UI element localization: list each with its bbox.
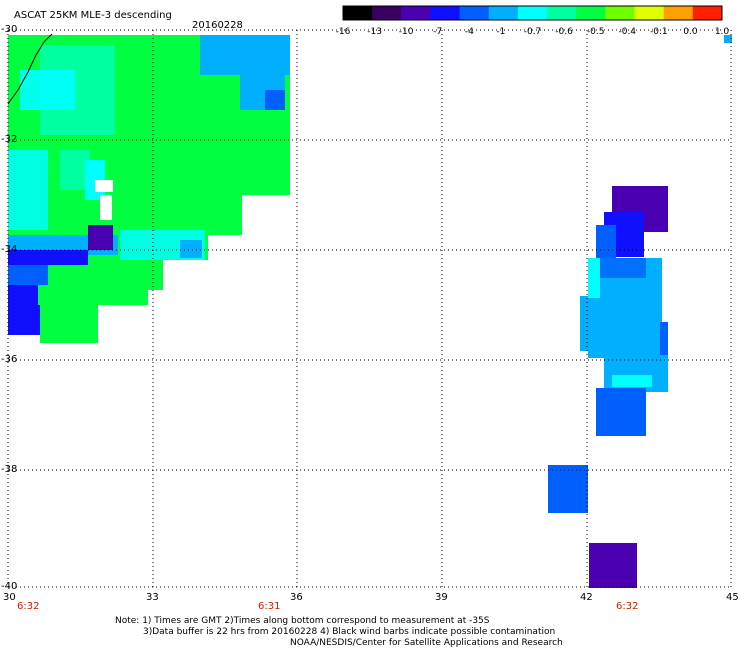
time-label: 6:31 [258, 601, 281, 612]
y-tick-label: -40 [1, 581, 18, 592]
data-patch [8, 250, 88, 265]
data-patch [589, 543, 637, 588]
data-patch [612, 375, 652, 387]
x-tick-label: 45 [726, 592, 739, 603]
colorbar-tick-label: -10 [398, 27, 414, 37]
x-tick-label: 36 [290, 592, 303, 603]
colorbar-tick-label: -7 [433, 27, 443, 37]
time-label: 6:32 [17, 601, 40, 612]
colorbar-tick-label: 1.0 [714, 27, 730, 37]
colorbar [342, 5, 723, 21]
colorbar-cell [459, 6, 490, 20]
colorbar-tick-label: 0.0 [683, 27, 698, 37]
colorbar-cell [343, 6, 373, 20]
data-patch [8, 285, 38, 305]
y-tick-label: -34 [1, 244, 18, 255]
data-patch [724, 35, 732, 43]
data-patch [548, 465, 588, 513]
colorbar-cell [547, 6, 577, 20]
colorbar-cell [401, 6, 431, 20]
data-patch [40, 300, 98, 343]
note-line-1: Note: 1) Times are GMT 2)Times along bot… [115, 616, 490, 626]
colorbar-cell [488, 6, 519, 20]
x-tick-label: 33 [146, 592, 159, 603]
grid-lines [7, 29, 732, 588]
colorbar-cell [430, 6, 461, 20]
data-patch [8, 150, 48, 230]
data-patch [8, 305, 40, 335]
colorbar-cell [605, 6, 636, 20]
data-patch [596, 258, 646, 278]
data-patch [596, 388, 646, 436]
date-title: 20160228 [192, 20, 243, 31]
x-tick-label: 30 [3, 592, 16, 603]
data-patch [100, 195, 112, 220]
ascat-swath-data [7, 33, 732, 588]
colorbar-tick-label: -1 [496, 27, 506, 37]
data-patch [20, 70, 75, 110]
data-patch [180, 240, 202, 258]
y-tick-label: -38 [1, 464, 18, 475]
colorbar-tick-label: -13 [367, 27, 382, 37]
colorbar-tick-label: -0.4 [618, 27, 637, 37]
product-title: ASCAT 25KM MLE-3 descending [14, 10, 172, 21]
note-line-3: NOAA/NESDIS/Center for Satellite Applica… [290, 638, 563, 648]
data-patch [8, 265, 48, 285]
colorbar-tick-label: -0.6 [555, 27, 573, 37]
x-tick-label: 39 [435, 592, 448, 603]
coastline [7, 33, 53, 105]
data-patch [95, 180, 113, 192]
data-patch [596, 225, 616, 260]
note-line-2: 3)Data buffer is 22 hrs from 20160228 4)… [143, 627, 556, 637]
data-patch [265, 90, 285, 110]
colorbar-tick-label: -4 [464, 27, 474, 37]
data-patch [588, 258, 600, 298]
colorbar-cell [372, 6, 402, 20]
colorbar-border [342, 5, 723, 21]
colorbar-cell [692, 6, 723, 20]
data-patch [580, 296, 590, 351]
y-tick-label: -32 [1, 134, 18, 145]
y-tick-label: -30 [1, 24, 18, 35]
colorbar-tick-label: -16 [335, 27, 351, 37]
colorbar-cell [517, 6, 548, 20]
data-patch [88, 225, 113, 250]
colorbar-cell [576, 6, 606, 20]
colorbar-cell [663, 6, 694, 20]
x-tick-label: 42 [580, 592, 593, 603]
colorbar-cell [634, 6, 665, 20]
colorbar-tick-label: -0.5 [586, 27, 605, 37]
time-label: 6:32 [616, 601, 639, 612]
colorbar-tick-label: -0.1 [650, 27, 668, 37]
colorbar-tick-label: -0.7 [523, 27, 542, 37]
y-tick-label: -36 [1, 354, 18, 365]
